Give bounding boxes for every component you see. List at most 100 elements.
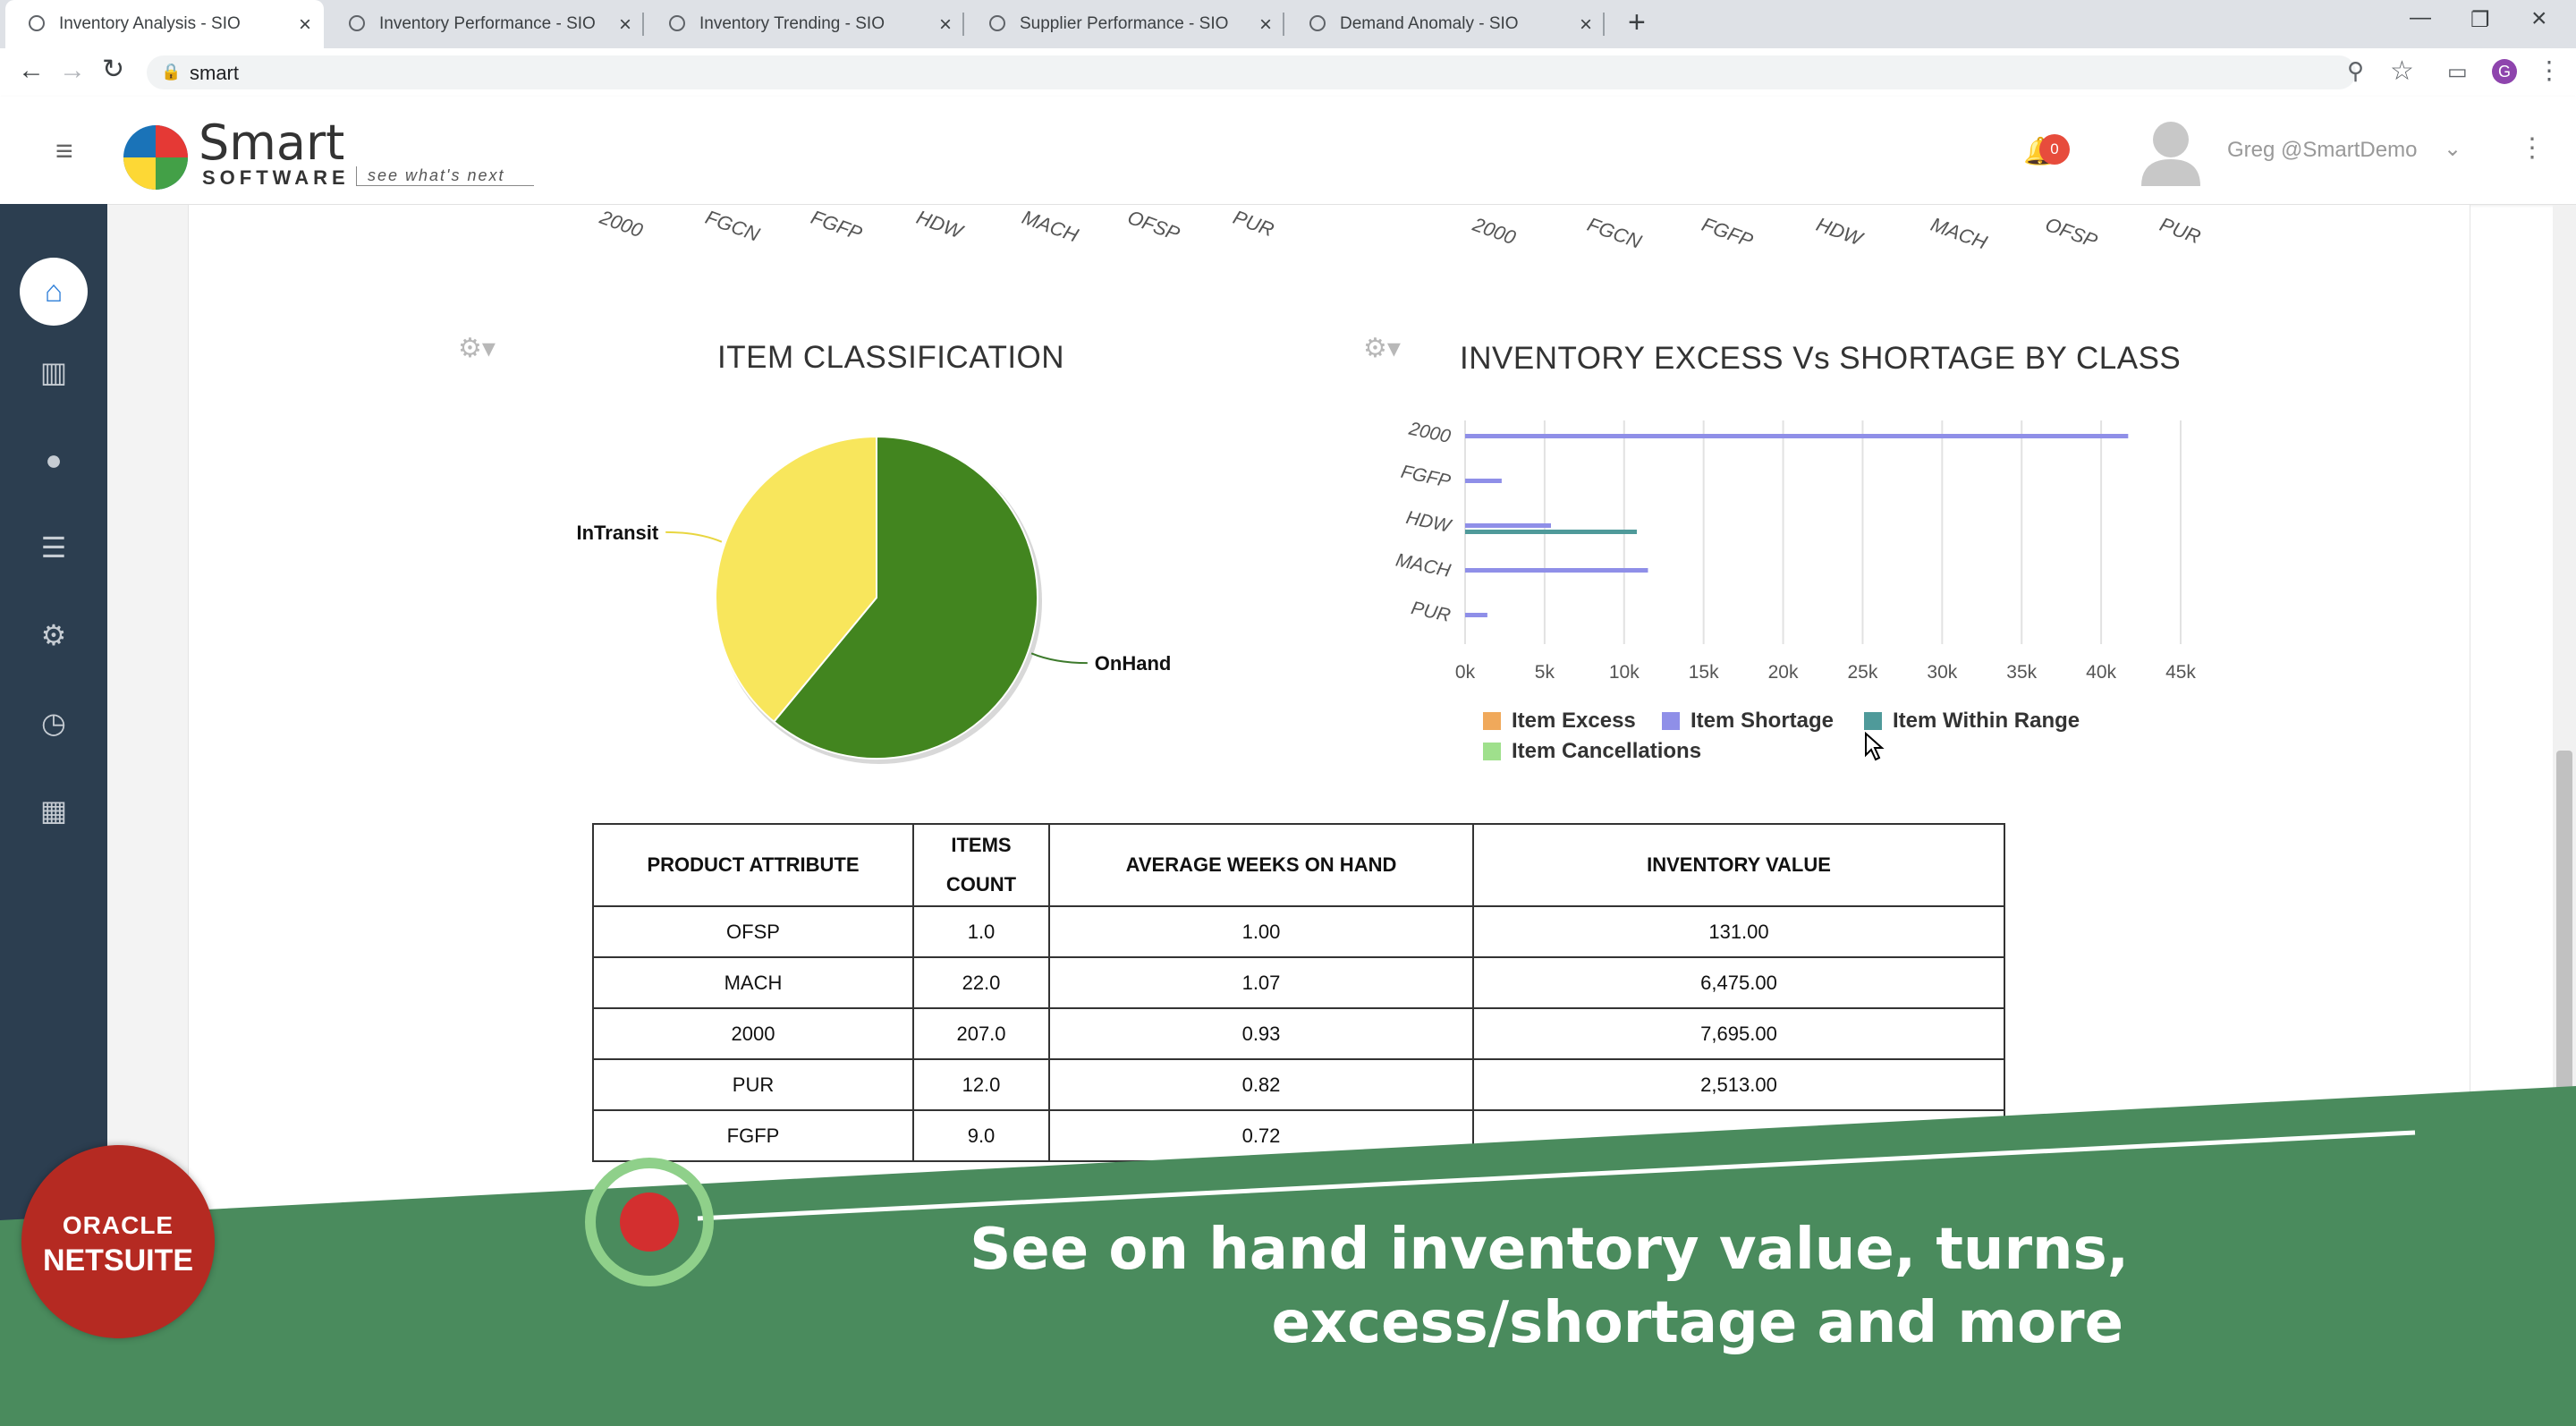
table-cell: 7,695.00	[1472, 1007, 2005, 1060]
profile-avatar[interactable]: G	[2492, 59, 2517, 84]
table-cell: 131.00	[1472, 905, 2005, 958]
x-tick-label: 20k	[1768, 662, 1799, 683]
table-cell: 1.00	[1048, 905, 1474, 958]
legend-swatch	[1483, 712, 1501, 730]
tab-separator	[1283, 13, 1284, 36]
cubes-icon[interactable]: ▦	[39, 794, 68, 827]
close-icon[interactable]: ×	[618, 13, 631, 37]
minimize-icon[interactable]: —	[2410, 5, 2431, 30]
network-icon[interactable]: ●	[45, 443, 63, 476]
bar-item-within-range[interactable]	[1465, 530, 1637, 534]
globe-icon	[669, 15, 685, 31]
forward-icon[interactable]: →	[59, 55, 86, 85]
globe-icon	[989, 15, 1005, 31]
table-cell: 0.82	[1048, 1058, 1474, 1111]
chevron-down-icon[interactable]: ⌄	[2444, 137, 2462, 161]
clock-icon[interactable]: ◷	[41, 707, 66, 739]
zoom-icon[interactable]: ⚲	[2347, 57, 2365, 84]
list-icon[interactable]: ☰	[40, 531, 67, 564]
bar-chart-icon[interactable]: ▥	[39, 356, 68, 388]
table-cell: 22.0	[912, 956, 1050, 1009]
pie-connector-line	[665, 531, 723, 543]
browser-tab[interactable]: Inventory Analysis - SIO ×	[5, 0, 324, 48]
globe-icon	[349, 15, 365, 31]
legend-item[interactable]: Item Excess	[1483, 709, 1636, 734]
close-window-icon[interactable]: ×	[2531, 4, 2547, 33]
bar-item-shortage[interactable]	[1465, 479, 1502, 483]
restore-icon[interactable]: ❐	[2470, 8, 2490, 32]
globe-icon	[29, 15, 45, 31]
legend-label: Item Shortage	[1690, 709, 1835, 733]
column-header-text: ITEMS COUNT	[945, 834, 1017, 895]
url-field[interactable]: 🔒 smart ⚲ ☆	[147, 55, 2414, 89]
browser-menu-icon[interactable]: ⋮	[2537, 56, 2562, 84]
table-cell: 207.0	[912, 1007, 1050, 1060]
inventory-table: PRODUCT ATTRIBUTE ITEMS COUNT AVERAGE WE…	[592, 823, 2005, 1162]
globe-icon	[1309, 15, 1326, 31]
legend-swatch	[1662, 712, 1680, 730]
pie-label: InTransit	[577, 522, 659, 544]
home-icon[interactable]: ⌂	[20, 258, 88, 326]
cast-icon[interactable]: ▭	[2447, 60, 2468, 84]
new-tab-button[interactable]: +	[1628, 5, 1646, 39]
x-tick-label: 0k	[1455, 662, 1476, 683]
close-icon[interactable]: ×	[298, 13, 311, 37]
browser-tab[interactable]: Supplier Performance - SIO ×	[966, 0, 1284, 48]
legend-swatch	[1483, 743, 1501, 760]
logo-wordmark: Smart	[199, 115, 345, 171]
table-header-row: PRODUCT ATTRIBUTE ITEMS COUNT AVERAGE WE…	[592, 823, 2005, 907]
user-avatar-icon[interactable]	[2140, 118, 2202, 186]
oracle-netsuite-logo: ORACLE NETSUITE	[21, 1145, 215, 1338]
gear-icon[interactable]: ⚙	[40, 619, 67, 651]
reload-icon[interactable]: ↻	[102, 55, 125, 84]
column-header[interactable]: INVENTORY VALUE	[1472, 823, 2005, 907]
pie-slice-onhand[interactable]	[772, 435, 1038, 760]
column-header[interactable]: PRODUCT ATTRIBUTE	[592, 823, 914, 907]
x-tick-label: 5k	[1535, 662, 1555, 683]
logo-subtitle: SOFTWARE	[202, 166, 350, 189]
x-tick-label: 40k	[2086, 662, 2116, 683]
user-name[interactable]: Greg @SmartDemo	[2227, 138, 2418, 162]
pie-connector-line	[1030, 652, 1088, 665]
tab-label: Supplier Performance - SIO	[1020, 14, 1229, 33]
hamburger-icon[interactable]: ≡	[55, 134, 73, 168]
star-icon[interactable]: ☆	[2390, 56, 2414, 86]
browser-tab[interactable]: Inventory Performance - SIO ×	[326, 0, 644, 48]
bar-chart-title: INVENTORY EXCESS Vs SHORTAGE BY CLASS	[1460, 341, 2182, 376]
legend-label: Item Cancellations	[1512, 739, 1702, 763]
badge-line-2: NETSUITE	[42, 1244, 194, 1277]
badge-line-1: ORACLE	[62, 1211, 174, 1239]
pie-slice-intransit[interactable]	[715, 435, 877, 724]
x-tick-label: 25k	[1848, 662, 1878, 683]
tab-label: Inventory Trending - SIO	[699, 14, 885, 33]
bar-item-shortage[interactable]	[1465, 523, 1551, 528]
app-header: ≡ Smart SOFTWARE see what's next 🔔 0 Gre…	[0, 97, 2576, 205]
legend-item[interactable]: Item Within Range	[1864, 709, 2080, 734]
tab-label: Inventory Performance - SIO	[379, 14, 596, 33]
close-icon[interactable]: ×	[1579, 13, 1592, 37]
legend-item[interactable]: Item Shortage	[1662, 709, 1834, 734]
legend-label: Item Within Range	[1893, 709, 2080, 733]
table-cell: PUR	[592, 1058, 914, 1111]
x-tick-label: 10k	[1609, 662, 1640, 683]
column-header[interactable]: ITEMS COUNT	[912, 823, 1050, 907]
back-icon[interactable]: ←	[18, 55, 45, 85]
close-icon[interactable]: ×	[938, 13, 952, 37]
chart-settings-icon[interactable]: ⚙▾	[1363, 334, 1401, 363]
bar-item-shortage[interactable]	[1465, 434, 2129, 438]
table-cell: 6,475.00	[1472, 956, 2005, 1009]
bar-item-shortage[interactable]	[1465, 568, 1648, 573]
close-icon[interactable]: ×	[1258, 13, 1272, 37]
lock-icon: 🔒	[161, 63, 182, 81]
pie-chart-title: ITEM CLASSIFICATION	[717, 340, 1065, 375]
logo-tagline: see what's next	[356, 166, 534, 186]
legend-item[interactable]: Item Cancellations	[1483, 739, 1701, 764]
column-header[interactable]: AVERAGE WEEKS ON HAND	[1048, 823, 1474, 907]
address-bar: ← → ↻ 🔒 smart ⚲ ☆ ▭ G ⋮	[0, 48, 2576, 98]
table-row: OFSP 1.0 1.00 131.00	[592, 905, 2005, 958]
kebab-menu-icon[interactable]: ⋮	[2519, 133, 2546, 163]
chart-settings-icon[interactable]: ⚙▾	[458, 334, 496, 363]
browser-tab[interactable]: Demand Anomaly - SIO ×	[1286, 0, 1605, 48]
bar-item-shortage[interactable]	[1465, 613, 1487, 617]
browser-tab[interactable]: Inventory Trending - SIO ×	[646, 0, 964, 48]
